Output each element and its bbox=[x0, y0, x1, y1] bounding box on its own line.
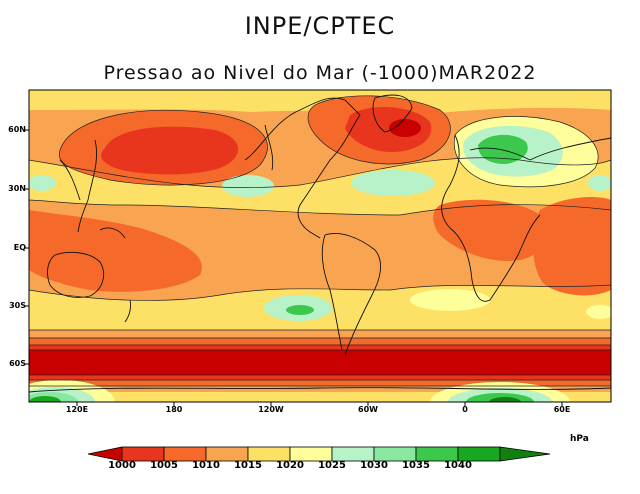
lat-label-eq: EQ bbox=[13, 243, 26, 252]
lon-label-120w: 120W bbox=[258, 405, 284, 414]
map-subtitle: Pressao ao Nivel do Mar (-1000)MAR2022 bbox=[103, 62, 537, 84]
page-title: INPE/CPTEC bbox=[244, 12, 396, 40]
lon-label-60e: 60E bbox=[553, 405, 571, 414]
lat-label-60n: 60N bbox=[8, 125, 26, 134]
colorbar-swatch bbox=[205, 446, 249, 462]
colorbar-swatch bbox=[289, 446, 333, 462]
colorbar-swatch bbox=[373, 446, 417, 462]
colorbar-label: 1020 bbox=[276, 460, 304, 471]
colorbar-swatch bbox=[247, 446, 291, 462]
colorbar-label: 1030 bbox=[360, 460, 388, 471]
colorbar-swatch bbox=[457, 446, 501, 462]
lon-label-180: 180 bbox=[165, 405, 183, 414]
colorbar-label: 1015 bbox=[234, 460, 262, 471]
colorbar-label: 1035 bbox=[402, 460, 430, 471]
lat-label-60s: 60S bbox=[9, 359, 26, 368]
lon-label-120e: 120E bbox=[65, 405, 89, 414]
lat-label-30s: 30S bbox=[9, 301, 26, 310]
lat-label-30n: 30N bbox=[8, 184, 26, 193]
colorbar-swatch bbox=[415, 446, 459, 462]
colorbar-label: 1005 bbox=[150, 460, 178, 471]
colorbar-label: 1010 bbox=[192, 460, 220, 471]
lon-label-0: 0 bbox=[462, 405, 468, 414]
colorbar-unit: hPa bbox=[570, 434, 589, 444]
colorbar-swatch bbox=[163, 446, 207, 462]
colorbar-swatch bbox=[121, 446, 165, 462]
colorbar-label: 1025 bbox=[318, 460, 346, 471]
colorbar-arrow-right bbox=[499, 446, 551, 462]
colorbar-arrow-left bbox=[87, 446, 123, 462]
lon-label-60w: 60W bbox=[358, 405, 378, 414]
colorbar-swatch bbox=[331, 446, 375, 462]
colorbar-label: 1040 bbox=[444, 460, 472, 471]
colorbar-label: 1000 bbox=[108, 460, 136, 471]
